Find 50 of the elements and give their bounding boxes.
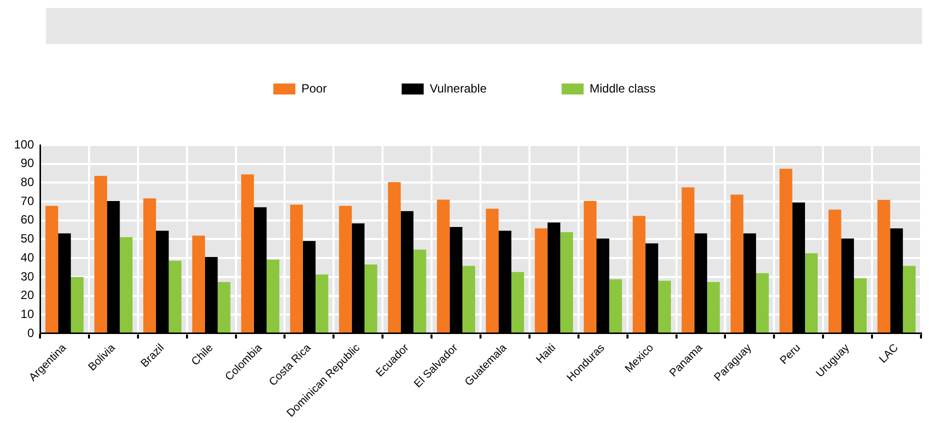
bar bbox=[560, 232, 574, 332]
legend-label: Vulnerable bbox=[430, 81, 487, 96]
bar bbox=[413, 250, 426, 332]
bar bbox=[902, 266, 916, 332]
bar bbox=[584, 200, 597, 332]
bar bbox=[316, 274, 328, 332]
bar bbox=[805, 253, 818, 332]
y-tick-label: 100 bbox=[14, 137, 34, 152]
bar bbox=[364, 264, 378, 332]
bar bbox=[707, 282, 720, 332]
y-tick-label: 80 bbox=[20, 175, 34, 190]
bar bbox=[730, 194, 744, 332]
bar bbox=[70, 276, 84, 332]
bar bbox=[756, 273, 769, 332]
bar bbox=[241, 174, 254, 332]
legend-label: Middle class bbox=[590, 81, 656, 96]
bar bbox=[609, 279, 622, 332]
y-tick-label: 30 bbox=[20, 269, 34, 284]
bar bbox=[388, 182, 401, 332]
bar bbox=[290, 204, 303, 332]
bar bbox=[877, 200, 890, 332]
bar bbox=[511, 272, 524, 332]
bar bbox=[120, 237, 133, 332]
bar bbox=[45, 206, 58, 332]
bar bbox=[462, 266, 476, 332]
bar bbox=[780, 168, 792, 332]
y-tick-label: 50 bbox=[20, 232, 34, 246]
bar bbox=[854, 278, 867, 332]
bar bbox=[94, 176, 108, 332]
y-tick-label: 10 bbox=[20, 306, 34, 321]
bar bbox=[658, 280, 671, 332]
y-tick-label: 90 bbox=[20, 156, 34, 170]
y-tick-label: 70 bbox=[20, 194, 34, 208]
bar bbox=[218, 282, 230, 332]
legend-label: Poor bbox=[301, 81, 327, 96]
y-tick-label: 60 bbox=[20, 212, 34, 227]
bar bbox=[266, 260, 280, 332]
bar bbox=[828, 210, 842, 332]
bar bbox=[632, 216, 646, 332]
bar bbox=[486, 208, 499, 332]
bar bbox=[534, 228, 548, 332]
y-tick-label: 20 bbox=[20, 288, 34, 302]
y-tick-label: 40 bbox=[20, 250, 34, 264]
bar bbox=[192, 236, 205, 332]
bar bbox=[339, 206, 352, 332]
bar bbox=[682, 187, 694, 332]
y-tick-label: 0 bbox=[27, 326, 34, 340]
bar bbox=[168, 260, 182, 332]
bar bbox=[143, 198, 156, 332]
bar bbox=[436, 200, 450, 332]
